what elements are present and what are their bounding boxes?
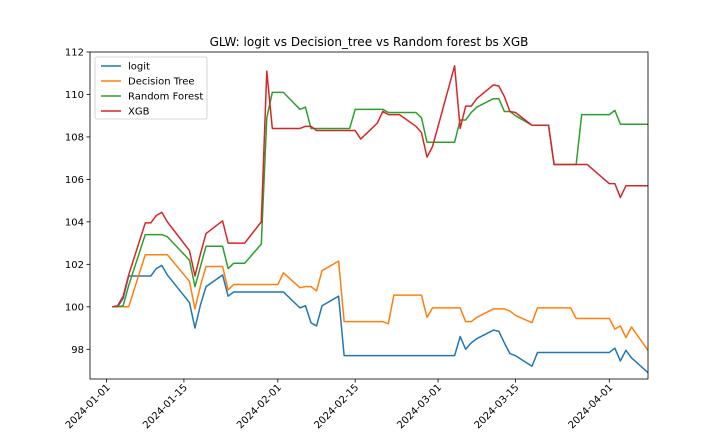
chart-title: GLW: logit vs Decision_tree vs Random fo… [210,35,529,49]
legend-box [94,56,208,120]
y-tick-label: 110 [65,90,84,101]
y-tick-label: 100 [65,302,84,313]
series-line-0 [112,264,649,374]
legend: logit Decision Tree Random Forest XGB [94,56,208,120]
y-tick-label: 102 [65,260,84,271]
series-line-1 [112,254,649,351]
legend-label: XGB [128,107,150,118]
y-tick-label: 98 [71,345,84,356]
series-line-3 [111,65,648,308]
y-tick-label: 108 [65,132,84,143]
legend-label: Decision Tree [128,77,195,88]
plot-lines [111,65,649,374]
y-tick-label: 106 [65,175,84,186]
y-tick-label: 104 [65,217,84,228]
legend-label: logit [128,62,150,73]
y-tick-label: 112 [65,48,84,59]
legend-label: Random Forest [128,92,203,103]
y-axis: 98 100 102 104 106 108 110 112 [65,48,90,356]
plot-frame [89,51,649,380]
